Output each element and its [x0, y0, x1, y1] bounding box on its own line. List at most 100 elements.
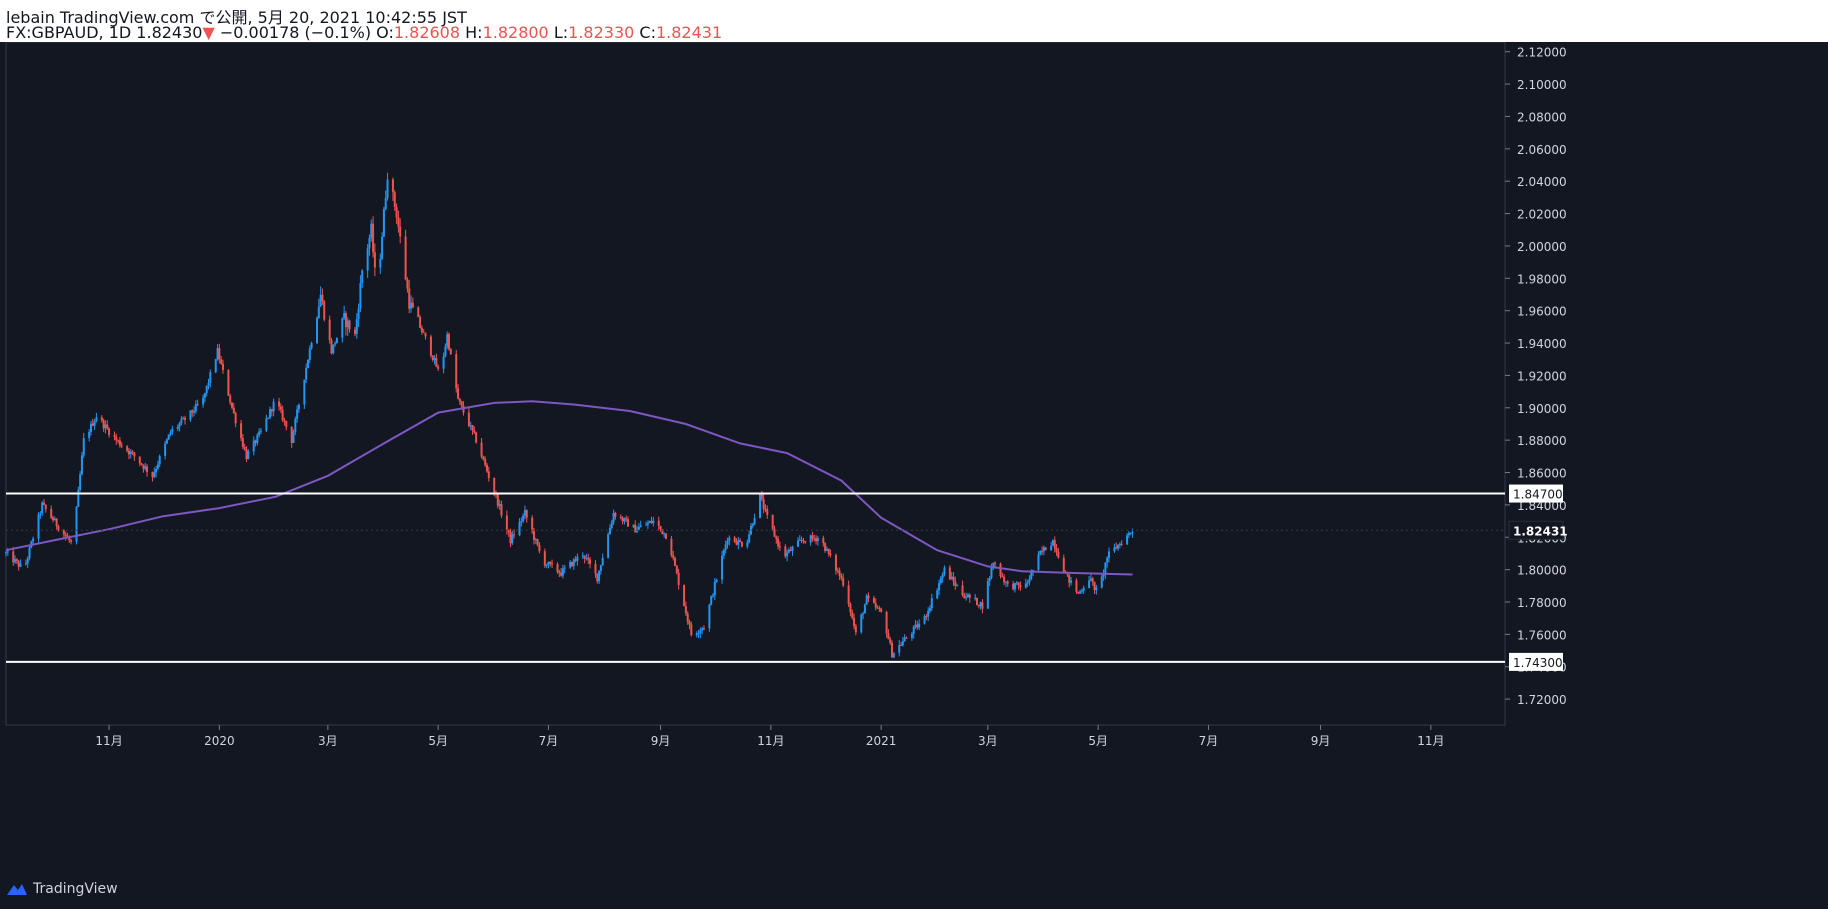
candle-body: [1079, 591, 1082, 594]
candle-body: [1095, 587, 1098, 591]
candle-body: [221, 363, 224, 370]
candle: [240, 420, 243, 442]
candle: [851, 609, 854, 620]
candle: [1053, 536, 1056, 553]
candle: [862, 611, 865, 620]
candle-body: [317, 306, 320, 318]
candle-body: [815, 538, 818, 542]
candle: [355, 313, 358, 339]
candle: [764, 504, 767, 513]
candle-body: [829, 553, 832, 556]
candle-body: [297, 404, 300, 410]
candle: [100, 415, 103, 423]
candle: [1106, 556, 1109, 568]
candle: [381, 232, 384, 261]
candle: [382, 206, 385, 238]
candle: [126, 445, 129, 453]
candle-body: [686, 613, 689, 622]
candle-body: [1102, 574, 1105, 577]
candle-body: [545, 564, 548, 566]
candle-body: [437, 366, 440, 369]
candle: [214, 358, 217, 374]
candle: [1089, 573, 1092, 582]
ohlc-legend: FX:GBPAUD, 1D 1.82430▼ −0.00178 (−0.1%) …: [6, 23, 722, 42]
candle-body: [397, 217, 400, 227]
candle: [878, 605, 881, 612]
candle-body: [596, 573, 599, 582]
candle-body: [26, 558, 29, 564]
candle-body: [372, 223, 375, 253]
candle-body: [775, 536, 778, 539]
candle-body: [1026, 582, 1029, 584]
candle-body: [746, 542, 749, 547]
candle-body: [652, 520, 655, 524]
candle: [77, 486, 80, 508]
candle-body: [659, 526, 662, 530]
candle: [1050, 541, 1053, 551]
candle-body: [146, 466, 149, 472]
candle: [131, 450, 134, 455]
candle: [1093, 581, 1096, 594]
candle-body: [467, 412, 470, 427]
candle-body: [1129, 532, 1132, 534]
candle: [91, 418, 94, 427]
candle-body: [583, 555, 586, 559]
candle: [182, 416, 185, 420]
candle-body: [952, 576, 955, 582]
candle: [120, 441, 123, 449]
candle: [836, 567, 839, 574]
candle-body: [941, 574, 944, 578]
candle: [57, 524, 60, 532]
candle-body: [493, 477, 496, 493]
candle-body: [733, 537, 736, 543]
candle-body: [129, 451, 132, 455]
candle: [880, 607, 883, 613]
candle: [158, 454, 161, 468]
candle-body: [1037, 554, 1040, 570]
candle: [1117, 544, 1120, 551]
price-chart[interactable]: 2.12000 2.10000 2.08000 2.06000 2.04000 2.020…: [0, 42, 1828, 869]
candle-body: [556, 564, 559, 572]
candle-body: [267, 417, 270, 419]
candle: [625, 515, 628, 523]
y-tick-label: 1.90000: [1517, 402, 1567, 416]
price-change: −0.00178 (−0.1%): [219, 23, 372, 42]
candle-body: [444, 346, 447, 357]
candle: [639, 520, 642, 528]
candle: [384, 190, 387, 211]
candle-body: [62, 530, 65, 535]
candle: [115, 433, 118, 445]
candle: [918, 619, 921, 631]
candle-body: [142, 464, 145, 469]
candle: [1004, 581, 1007, 587]
candle: [487, 466, 490, 482]
candle: [610, 519, 613, 530]
candle: [1003, 574, 1006, 586]
candle: [1118, 542, 1121, 549]
candle: [735, 538, 738, 546]
candle-body: [151, 471, 154, 478]
close-value: 1.82431: [655, 23, 723, 42]
level-price-label: 1.74300: [1513, 656, 1563, 670]
x-tick-label: 5月: [1088, 734, 1108, 748]
candle: [860, 613, 863, 634]
candle: [601, 553, 604, 566]
candle-body: [431, 355, 434, 361]
candle: [14, 555, 17, 565]
candle-body: [408, 288, 411, 309]
candle-body: [956, 585, 959, 587]
candle: [532, 527, 535, 545]
candle-body: [722, 549, 725, 556]
candle: [968, 593, 971, 603]
candle-body: [117, 440, 120, 442]
candle-body: [475, 432, 478, 443]
candle: [140, 462, 143, 466]
candle: [710, 595, 713, 606]
candle: [963, 592, 966, 599]
candle: [632, 524, 635, 529]
candle: [721, 550, 724, 584]
candle: [346, 317, 349, 336]
x-tick-label: 2021: [866, 734, 897, 748]
candle: [55, 517, 58, 530]
candle-body: [52, 517, 55, 521]
